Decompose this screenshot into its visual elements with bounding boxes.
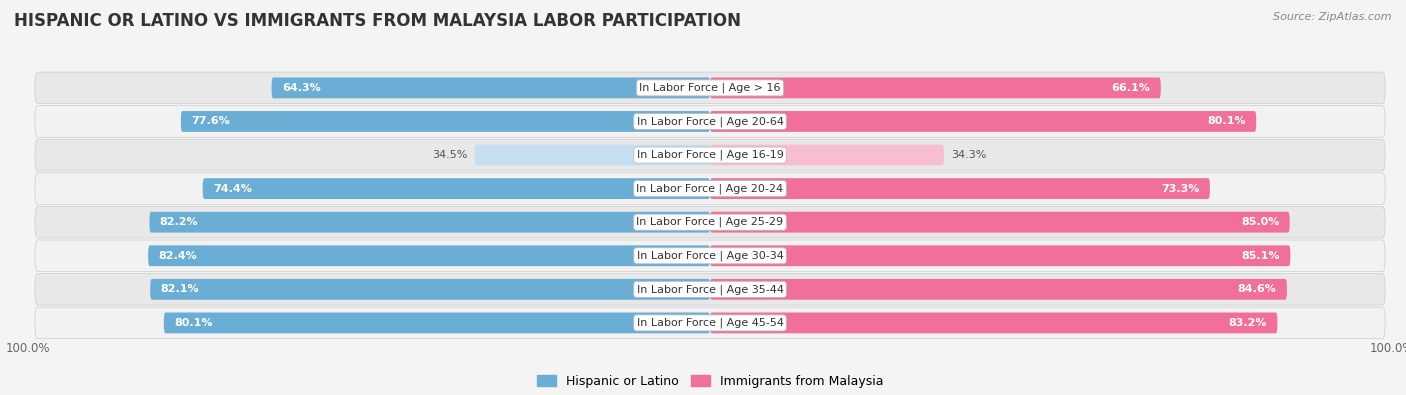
Text: 73.3%: 73.3%: [1161, 184, 1199, 194]
Text: In Labor Force | Age 25-29: In Labor Force | Age 25-29: [637, 217, 783, 228]
Text: In Labor Force | Age 30-34: In Labor Force | Age 30-34: [637, 250, 783, 261]
FancyBboxPatch shape: [35, 274, 1385, 305]
Text: In Labor Force | Age > 16: In Labor Force | Age > 16: [640, 83, 780, 93]
Text: Source: ZipAtlas.com: Source: ZipAtlas.com: [1274, 12, 1392, 22]
Text: 74.4%: 74.4%: [212, 184, 252, 194]
FancyBboxPatch shape: [35, 240, 1385, 271]
Text: 80.1%: 80.1%: [1208, 117, 1246, 126]
FancyBboxPatch shape: [150, 279, 710, 300]
Text: In Labor Force | Age 20-64: In Labor Force | Age 20-64: [637, 116, 783, 127]
Text: 84.6%: 84.6%: [1237, 284, 1277, 294]
FancyBboxPatch shape: [35, 106, 1385, 137]
Text: 64.3%: 64.3%: [281, 83, 321, 93]
FancyBboxPatch shape: [271, 77, 710, 98]
FancyBboxPatch shape: [475, 145, 710, 166]
Text: 85.0%: 85.0%: [1241, 217, 1279, 227]
Text: 83.2%: 83.2%: [1229, 318, 1267, 328]
Text: 82.1%: 82.1%: [160, 284, 200, 294]
FancyBboxPatch shape: [202, 178, 710, 199]
Text: 82.2%: 82.2%: [160, 217, 198, 227]
Text: 34.5%: 34.5%: [433, 150, 468, 160]
FancyBboxPatch shape: [710, 212, 1289, 233]
FancyBboxPatch shape: [35, 207, 1385, 238]
Text: 77.6%: 77.6%: [191, 117, 229, 126]
Text: 82.4%: 82.4%: [159, 251, 197, 261]
Text: In Labor Force | Age 35-44: In Labor Force | Age 35-44: [637, 284, 783, 295]
FancyBboxPatch shape: [710, 111, 1256, 132]
Text: 34.3%: 34.3%: [950, 150, 986, 160]
Text: 66.1%: 66.1%: [1112, 83, 1150, 93]
FancyBboxPatch shape: [181, 111, 710, 132]
Text: In Labor Force | Age 45-54: In Labor Force | Age 45-54: [637, 318, 783, 328]
Text: 80.1%: 80.1%: [174, 318, 212, 328]
FancyBboxPatch shape: [710, 245, 1291, 266]
Text: HISPANIC OR LATINO VS IMMIGRANTS FROM MALAYSIA LABOR PARTICIPATION: HISPANIC OR LATINO VS IMMIGRANTS FROM MA…: [14, 12, 741, 30]
FancyBboxPatch shape: [165, 312, 710, 333]
Text: In Labor Force | Age 16-19: In Labor Force | Age 16-19: [637, 150, 783, 160]
FancyBboxPatch shape: [710, 77, 1161, 98]
FancyBboxPatch shape: [710, 312, 1278, 333]
FancyBboxPatch shape: [148, 245, 710, 266]
FancyBboxPatch shape: [710, 178, 1211, 199]
FancyBboxPatch shape: [35, 72, 1385, 103]
Text: In Labor Force | Age 20-24: In Labor Force | Age 20-24: [637, 183, 783, 194]
Text: 85.1%: 85.1%: [1241, 251, 1279, 261]
FancyBboxPatch shape: [35, 307, 1385, 339]
FancyBboxPatch shape: [710, 145, 943, 166]
FancyBboxPatch shape: [35, 139, 1385, 171]
Legend: Hispanic or Latino, Immigrants from Malaysia: Hispanic or Latino, Immigrants from Mala…: [531, 370, 889, 393]
FancyBboxPatch shape: [149, 212, 710, 233]
FancyBboxPatch shape: [710, 279, 1286, 300]
FancyBboxPatch shape: [35, 173, 1385, 204]
